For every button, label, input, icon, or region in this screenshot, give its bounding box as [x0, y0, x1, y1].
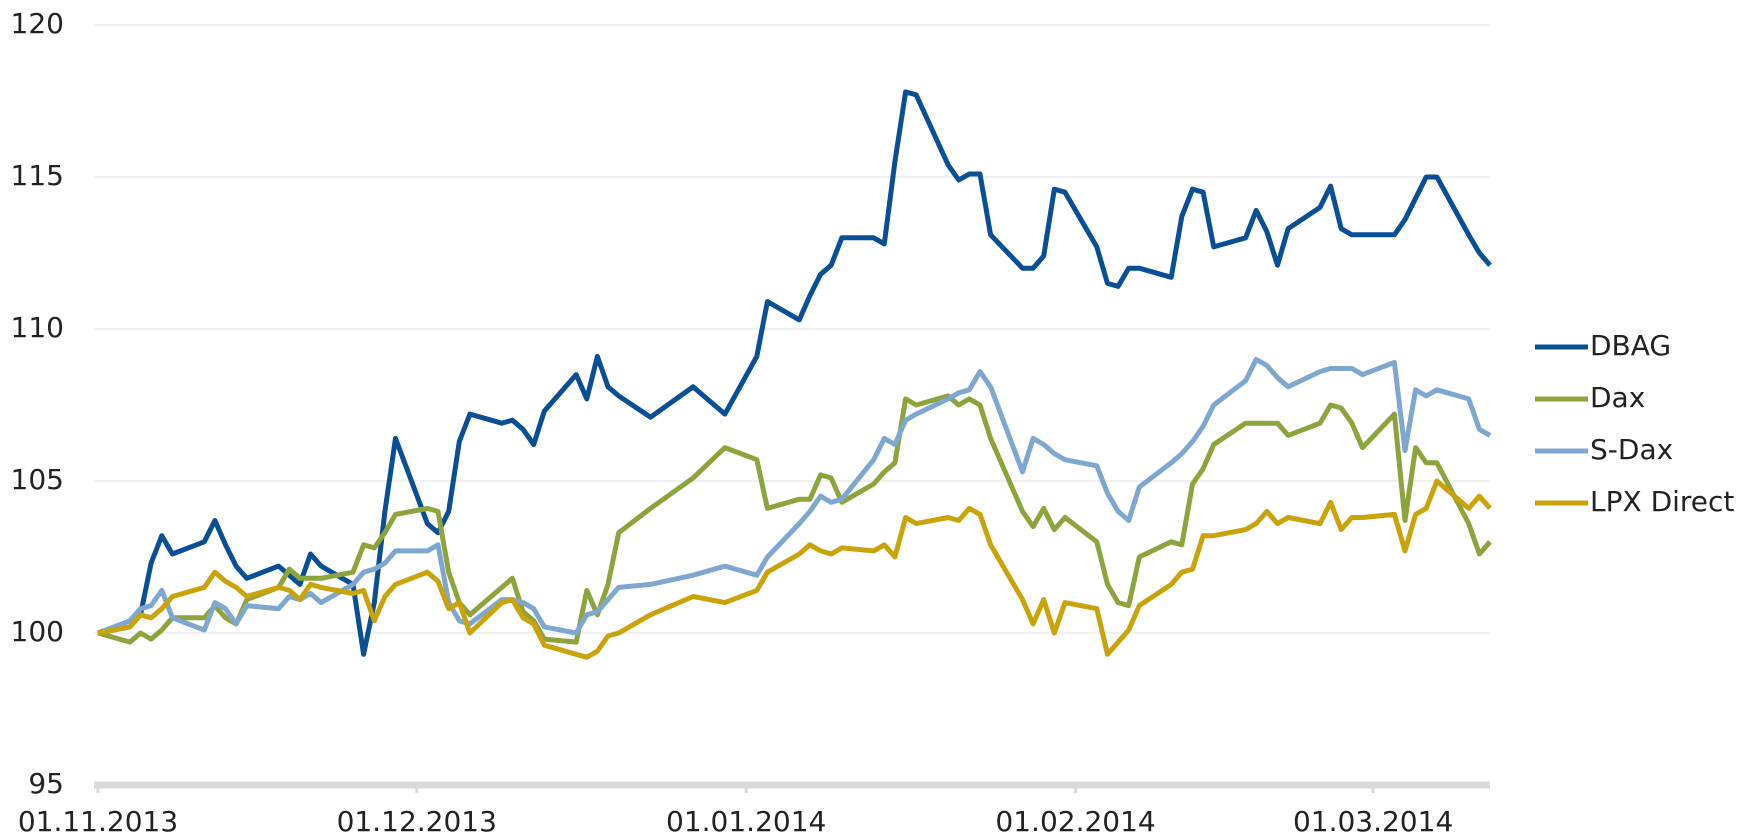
legend-label: LPX Direct	[1590, 485, 1734, 518]
series-line	[97, 393, 1492, 645]
x-tick-label: 01.12.2013	[337, 805, 497, 838]
legend-label: DBAG	[1590, 329, 1671, 362]
legend-label: S-Dax	[1590, 433, 1673, 466]
y-tick-label: 100	[11, 615, 64, 648]
y-tick-label: 120	[11, 7, 64, 40]
x-tick-label: 01.01.2014	[666, 805, 826, 838]
x-tick-label: 01.02.2014	[995, 805, 1155, 838]
y-tick-label: 105	[11, 463, 64, 496]
x-tick-label: 01.03.2014	[1293, 805, 1453, 838]
x-tick-label: 01.11.2013	[18, 805, 178, 838]
legend-label: Dax	[1590, 381, 1645, 414]
y-tick-label: 110	[11, 311, 64, 344]
series-line	[97, 89, 1492, 657]
y-tick-label: 95	[28, 767, 64, 800]
y-tick-label: 115	[11, 159, 64, 192]
series-line	[97, 356, 1492, 636]
series-line	[97, 478, 1492, 660]
